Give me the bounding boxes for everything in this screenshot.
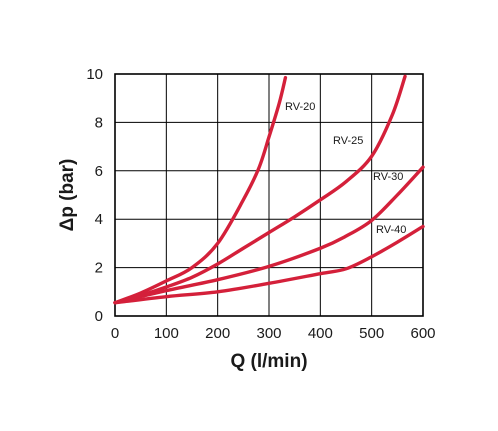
y-tick-label: 6: [95, 163, 103, 180]
y-tick-label: 2: [95, 260, 103, 277]
series-label-rv-25: RV-25: [333, 135, 363, 147]
y-tick-label: 0: [95, 308, 103, 325]
x-axis-title: Q (l/min): [230, 351, 307, 372]
series-line-rv-20: [113, 75, 288, 305]
series-label-rv-30: RV-30: [373, 171, 403, 183]
plot-frame: [114, 73, 424, 317]
grid: [114, 73, 424, 317]
x-tick-label: 600: [410, 325, 435, 342]
y-tick-label: 4: [95, 211, 103, 228]
series-curves: [113, 74, 425, 305]
series-line-rv-30: [113, 165, 425, 305]
x-tick-label: 200: [205, 325, 230, 342]
x-tick-label: 500: [359, 325, 384, 342]
y-axis-title: Δp (bar): [57, 159, 78, 232]
y-tick-label: 8: [95, 114, 103, 131]
series-label-rv-40: RV-40: [376, 224, 406, 236]
x-tick-label: 300: [256, 325, 281, 342]
x-tick-label: 100: [154, 325, 179, 342]
series-line-rv-25: [113, 74, 407, 305]
x-tick-labels: 0 100 200 300 400 500 600: [111, 325, 436, 342]
y-tick-labels: 0 2 4 6 8 10: [86, 66, 103, 325]
series-label-rv-20: RV-20: [285, 101, 315, 113]
series-labels: RV-20 RV-25 RV-30 RV-40: [285, 101, 406, 236]
x-tick-label: 400: [308, 325, 333, 342]
series-line-rv-40: [113, 224, 425, 305]
y-tick-label: 10: [86, 66, 103, 83]
x-tick-label: 0: [111, 325, 119, 342]
